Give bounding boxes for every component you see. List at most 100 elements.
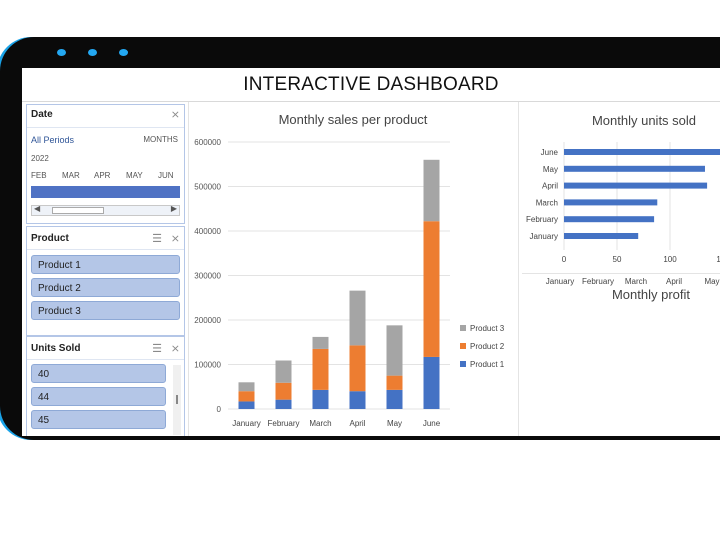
bar-segment [275, 399, 292, 409]
units-sold-slicer[interactable]: Units Sold ☰ ⨯ 40 44 45 [26, 336, 185, 436]
bar-segment [312, 336, 329, 349]
dashboard-screen: INTERACTIVE DASHBOARD Date ⨯ All Periods… [22, 68, 720, 436]
bar [564, 233, 639, 239]
y-tick-label: May [543, 165, 558, 174]
clear-filter-icon[interactable]: ⨯ [170, 343, 180, 355]
clear-filter-icon[interactable]: ⨯ [170, 109, 180, 121]
legend-swatch [460, 361, 466, 367]
product-slicer[interactable]: Product ☰ ⨯ Product 1 Product 2 Product … [26, 226, 185, 336]
x-tick-label: 150 [716, 255, 720, 264]
title-divider [22, 101, 720, 102]
legend-label: Product 2 [470, 342, 505, 351]
x-tick-label: February [267, 419, 299, 428]
x-tick-label: March [309, 419, 331, 428]
y-tick-label: 200000 [194, 316, 221, 325]
month-label: FEB [31, 171, 47, 180]
scroll-right-icon[interactable]: ▶ [170, 204, 177, 213]
slicer-item-product-1[interactable]: Product 1 [31, 255, 180, 274]
time-level-dropdown[interactable]: MONTHS [143, 135, 178, 144]
sales-chart-title: Monthly sales per product [278, 112, 428, 127]
scroll-left-icon[interactable]: ◀ [34, 204, 41, 213]
legend-swatch [460, 325, 466, 331]
product-slicer-title: Product [31, 233, 69, 244]
slicer-item-units-45[interactable]: 45 [31, 410, 166, 429]
bar-segment [386, 375, 403, 390]
y-tick-label: June [541, 148, 559, 157]
x-tick-label: January [546, 277, 574, 286]
slicer-scrollbar[interactable] [173, 365, 181, 435]
panel-divider [518, 102, 519, 436]
bar-segment [386, 389, 403, 409]
bar-segment [349, 345, 366, 392]
y-tick-label: 500000 [194, 183, 221, 192]
bar-segment [349, 391, 366, 409]
y-tick-label: January [530, 232, 558, 241]
x-tick-label: 0 [562, 255, 567, 264]
bar-segment [238, 382, 255, 392]
y-tick-label: 0 [217, 405, 222, 414]
panel-divider [522, 273, 720, 274]
bar [564, 216, 655, 223]
sales-chart: 0 100000 200000 300000 400000 500000 600000 Jan… [194, 138, 505, 428]
bar-segment [423, 356, 440, 409]
bar-segment [275, 382, 292, 400]
status-dot-icon [57, 49, 66, 56]
legend-label: Product 3 [470, 324, 505, 333]
bar-segment [386, 325, 403, 376]
bar-segment [312, 348, 329, 390]
month-label: APR [94, 171, 111, 180]
year-label: 2022 [31, 154, 49, 163]
bar-segment [312, 389, 329, 409]
legend-label: Product 1 [470, 360, 505, 369]
bar [564, 149, 720, 155]
date-slicer-title: Date [31, 109, 53, 120]
y-tick-label: 600000 [194, 138, 221, 147]
bar [564, 199, 658, 206]
x-tick-label: March [625, 277, 647, 286]
x-tick-label: June [423, 419, 441, 428]
month-label: MAR [62, 171, 80, 180]
y-tick-label: March [536, 198, 558, 207]
dashboard-title: INTERACTIVE DASHBOARD [243, 74, 499, 95]
clear-filter-icon[interactable]: ⨯ [170, 233, 180, 245]
slicer-item-product-2[interactable]: Product 2 [31, 278, 180, 297]
x-tick-label: May [387, 419, 402, 428]
bar [564, 165, 705, 172]
legend-swatch [460, 343, 466, 349]
x-tick-label: April [666, 277, 682, 286]
units-slicer-title: Units Sold [31, 343, 81, 354]
y-tick-label: 100000 [194, 361, 221, 370]
x-tick-label: May [704, 277, 719, 286]
x-tick-label: February [582, 277, 614, 286]
multi-select-icon[interactable]: ☰ [152, 233, 162, 245]
slicer-item-units-40[interactable]: 40 [31, 364, 166, 383]
profit-chart-title: Monthly profit [611, 287, 691, 302]
slicer-item-product-3[interactable]: Product 3 [31, 301, 180, 320]
period-label: All Periods [31, 135, 75, 145]
x-tick-label: 50 [613, 255, 622, 264]
bar-segment [275, 360, 292, 383]
bar-segment [238, 391, 255, 402]
month-label: JUN [158, 171, 174, 180]
date-slicer[interactable]: Date ⨯ All Periods MONTHS 2022 FEB MAR A… [26, 104, 185, 224]
x-tick-label: 100 [663, 255, 677, 264]
multi-select-icon[interactable]: ☰ [152, 343, 162, 355]
status-dot-icon [119, 49, 128, 56]
units-slicer-header: Units Sold ☰ ⨯ [27, 337, 184, 360]
month-label: MAY [126, 171, 143, 180]
panel-divider [188, 102, 189, 436]
bar [564, 182, 708, 189]
y-tick-label: April [542, 182, 558, 191]
y-tick-label: 400000 [194, 227, 221, 236]
x-tick-label: April [349, 419, 365, 428]
profit-chart: 0100000200000300000400000500000JanuaryFe… [546, 277, 720, 286]
bar-segment [423, 221, 440, 357]
timeline-selection-bar[interactable] [31, 186, 180, 198]
date-slicer-header: Date ⨯ [27, 105, 184, 128]
timeline-scrollbar[interactable]: ◀ ▶ [31, 204, 180, 216]
scroll-thumb[interactable] [52, 207, 104, 214]
slicer-item-units-44[interactable]: 44 [31, 387, 166, 406]
x-tick-label: January [232, 419, 260, 428]
bar-segment [238, 401, 255, 409]
bar-segment [423, 159, 440, 222]
